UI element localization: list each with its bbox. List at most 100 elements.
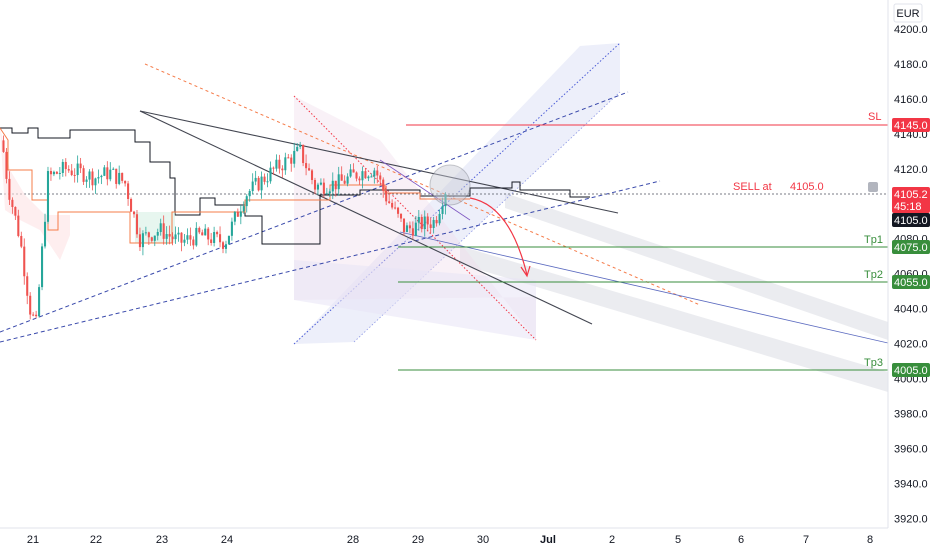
- tp1-price-box: [892, 240, 930, 254]
- purple-box: [294, 260, 536, 340]
- x-tick-label: 21: [27, 534, 39, 546]
- candle-body: [5, 151, 8, 179]
- candle-body: [100, 175, 103, 178]
- candle-body: [423, 216, 426, 230]
- candle-body: [331, 180, 334, 192]
- orange-dashed-trendline: [144, 63, 701, 306]
- candlestick-series: [2, 135, 447, 320]
- y-tick-label: 3980.0: [894, 408, 928, 420]
- candle-body: [296, 146, 299, 151]
- candle-body: [224, 244, 228, 249]
- candle-body: [346, 176, 349, 184]
- price-axis[interactable]: EUR 4200.04180.04160.04140.04120.04100.0…: [887, 0, 930, 528]
- candle-body: [11, 199, 14, 207]
- candle-body: [112, 168, 115, 170]
- dark-step-line: [0, 127, 590, 245]
- y-tick-label: 4200.0: [894, 24, 928, 36]
- x-tick-label: 30: [477, 534, 489, 546]
- candle-body: [405, 225, 408, 232]
- candle-body: [233, 211, 236, 222]
- sell-label: SELL at: [733, 181, 772, 193]
- currency-label: EUR: [896, 8, 919, 20]
- candle-body: [432, 219, 435, 228]
- x-tick-label: 6: [738, 534, 744, 546]
- x-tick-label: 24: [221, 534, 233, 546]
- candle-body: [195, 227, 198, 246]
- candle-body: [118, 172, 121, 184]
- plot-area: SELL at 4105.0 SL Tp1 Tp2 Tp3: [0, 42, 888, 392]
- candle-body: [373, 170, 376, 177]
- candle-body: [67, 169, 70, 171]
- candle-body: [55, 171, 58, 174]
- candle-body: [165, 234, 168, 239]
- candle-body: [245, 196, 248, 207]
- candle-body: [284, 157, 287, 171]
- candle-body: [8, 178, 11, 200]
- candle-body: [438, 213, 441, 224]
- x-tick-label: 29: [412, 534, 424, 546]
- candle-body: [325, 193, 328, 195]
- candle-body: [70, 170, 73, 175]
- candle-body: [132, 211, 136, 215]
- candle-body: [414, 222, 417, 236]
- candle-body: [266, 181, 269, 183]
- currency-box[interactable]: [893, 3, 923, 23]
- candle-body: [322, 182, 325, 194]
- candle-body: [281, 168, 284, 171]
- candle-body: [391, 202, 394, 208]
- wedge-line-lower: [139, 110, 593, 325]
- y-tick-label: 4160.0: [894, 94, 928, 106]
- time-axis[interactable]: 21 22 23 24 28 29 30 Jul 2 5 6 7 8: [0, 527, 888, 546]
- candle-body: [79, 163, 82, 169]
- candle-body: [26, 276, 29, 296]
- candle-body: [43, 221, 47, 247]
- tp2-price: 4055.0: [894, 277, 928, 289]
- candle-body: [370, 176, 373, 178]
- x-tick-label: 28: [347, 534, 359, 546]
- candle-body: [257, 177, 260, 191]
- candle-body: [135, 214, 139, 235]
- candle-body: [429, 224, 432, 228]
- candle-body: [168, 234, 171, 237]
- candle-body: [355, 172, 358, 179]
- alert-icon[interactable]: [868, 182, 878, 192]
- entry-price: 4105.0: [894, 215, 928, 227]
- candle-body: [162, 223, 165, 239]
- current-price: 4105.2: [894, 189, 928, 201]
- blue-dashed-trendline-2: [0, 180, 661, 343]
- candle-body: [58, 172, 61, 174]
- candle-body: [97, 177, 100, 179]
- tp3-label: Tp3: [864, 357, 883, 369]
- x-tick-label: 5: [675, 534, 681, 546]
- candle-body: [46, 171, 50, 222]
- candle-body: [399, 213, 403, 219]
- candle-body: [180, 232, 183, 243]
- candle-body: [201, 232, 204, 236]
- candle-body: [385, 190, 388, 202]
- candle-body: [435, 219, 438, 224]
- candle-body: [260, 176, 263, 191]
- candle-body: [159, 223, 162, 233]
- candle-body: [138, 234, 141, 248]
- candle-body: [171, 236, 174, 240]
- x-tick-label: Jul: [540, 534, 556, 546]
- candle-body: [349, 169, 352, 177]
- candle-body: [14, 206, 17, 216]
- candle-body: [221, 242, 225, 249]
- y-tick-label: 4020.0: [894, 339, 928, 351]
- candle-body: [213, 232, 216, 243]
- candle-body: [420, 216, 423, 230]
- candle-body: [397, 207, 400, 214]
- candle-body: [411, 228, 414, 236]
- candle-body: [316, 184, 319, 190]
- candle-body: [150, 237, 153, 241]
- candle-body: [210, 239, 213, 243]
- x-tick-label: 2: [609, 534, 615, 546]
- candle-body: [269, 167, 272, 182]
- candle-body: [343, 180, 346, 184]
- candle-body: [174, 234, 177, 240]
- forecast-arrow-head: [520, 265, 531, 278]
- candle-body: [242, 206, 245, 212]
- highlight-circle: [429, 164, 471, 206]
